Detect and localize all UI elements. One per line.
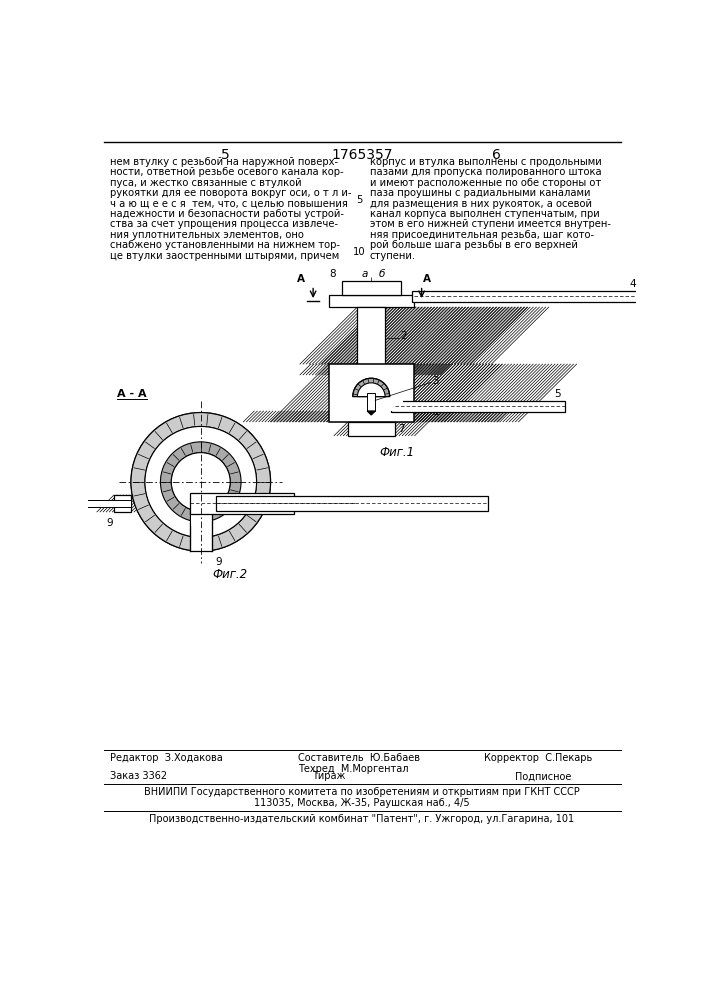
Text: няя присоединительная резьба, шаг кото-: няя присоединительная резьба, шаг кото- [370, 230, 594, 240]
Text: рой больше шага резьбы в его верхней: рой больше шага резьбы в его верхней [370, 240, 578, 250]
Text: 5: 5 [356, 195, 363, 205]
Text: А: А [298, 274, 305, 284]
Text: канал корпуса выполнен ступенчатым, при: канал корпуса выполнен ступенчатым, при [370, 209, 600, 219]
Text: пуса, и жестко связанные с втулкой: пуса, и жестко связанные с втулкой [110, 178, 302, 188]
Text: 4: 4 [629, 279, 636, 289]
Text: 10: 10 [354, 247, 366, 257]
Wedge shape [353, 378, 390, 397]
Text: 1: 1 [433, 407, 439, 417]
Text: ч а ю щ е е с я  тем, что, с целью повышения: ч а ю щ е е с я тем, что, с целью повыше… [110, 199, 348, 209]
Text: А - А: А - А [117, 389, 146, 399]
Text: 113035, Москва, Ж-35, Раушская наб., 4/5: 113035, Москва, Ж-35, Раушская наб., 4/5 [254, 798, 469, 808]
Text: ступени.: ступени. [370, 251, 416, 261]
Text: ВНИИПИ Государственного комитета по изобретениям и открытиям при ГКНТ СССР: ВНИИПИ Государственного комитета по изоб… [144, 787, 580, 797]
Text: 9: 9 [107, 518, 113, 528]
Text: 3: 3 [433, 376, 439, 386]
Text: паза проушины с радиальными каналами: паза проушины с радиальными каналами [370, 188, 590, 198]
Bar [114, 495, 131, 512]
Text: Производственно-издательский комбинат "Патент", г. Ужгород, ул.Гагарина, 101: Производственно-издательский комбинат "П… [149, 814, 575, 824]
Text: 8: 8 [252, 473, 259, 483]
Bar [339, 375, 403, 411]
Text: це втулки заостренными штырями, причем: це втулки заостренными штырями, причем [110, 251, 339, 261]
Text: ства за счет упрощения процесса извлече-: ства за счет упрощения процесса извлече- [110, 219, 338, 229]
Text: Фиг.2: Фиг.2 [212, 568, 247, 581]
Text: и имеют расположенные по обе стороны от: и имеют расположенные по обе стороны от [370, 178, 601, 188]
Bar [329, 295, 414, 307]
Text: Составитель  Ю.Бабаев: Составитель Ю.Бабаев [298, 753, 420, 763]
Circle shape [145, 426, 257, 537]
Bar [341, 281, 401, 295]
Bar [67, 500, 131, 507]
Text: Техред  М.Моргентал: Техред М.Моргентал [298, 764, 408, 774]
Text: надежности и безопасности работы устрой-: надежности и безопасности работы устрой- [110, 209, 344, 219]
Bar [412, 291, 637, 302]
Text: 2: 2 [401, 331, 407, 341]
Text: для размещения в них рукояток, а осевой: для размещения в них рукояток, а осевой [370, 199, 592, 209]
Polygon shape [368, 411, 375, 415]
Text: 7: 7 [398, 424, 405, 434]
Text: пазами для пропуска полированного штока: пазами для пропуска полированного штока [370, 167, 602, 177]
Text: снабжено установленными на нижнем тор-: снабжено установленными на нижнем тор- [110, 240, 340, 250]
Text: ния уплотнительных элементов, оно: ния уплотнительных элементов, оно [110, 230, 304, 240]
Bar [368, 393, 375, 411]
Bar [391, 401, 565, 412]
Bar [190, 478, 211, 555]
Text: 9: 9 [216, 557, 222, 567]
Bar [357, 307, 385, 364]
Text: Подписное: Подписное [515, 771, 571, 781]
Text: Фиг.1: Фиг.1 [379, 446, 414, 459]
Text: этом в его нижней ступени имеется внутрен-: этом в его нижней ступени имеется внутре… [370, 219, 611, 229]
Text: корпус и втулка выполнены с продольными: корпус и втулка выполнены с продольными [370, 157, 602, 167]
Bar [329, 364, 414, 422]
Text: 1765357: 1765357 [331, 148, 392, 162]
Text: б: б [379, 269, 385, 279]
Wedge shape [358, 383, 385, 397]
Circle shape [171, 453, 230, 511]
Text: 8: 8 [329, 269, 336, 279]
Bar [348, 422, 395, 436]
Text: ности, ответной резьбе осевого канала кор-: ности, ответной резьбе осевого канала ко… [110, 167, 344, 177]
Text: нем втулку с резьбой на наружной поверх-: нем втулку с резьбой на наружной поверх- [110, 157, 338, 167]
Text: 6: 6 [492, 148, 501, 162]
Text: Корректор  С.Пекарь: Корректор С.Пекарь [484, 753, 592, 763]
Bar [190, 493, 293, 514]
Text: 5: 5 [221, 148, 230, 162]
Text: Заказ 3362: Заказ 3362 [110, 771, 167, 781]
Text: А: А [423, 274, 431, 284]
Text: а: а [362, 269, 368, 279]
Text: 5: 5 [554, 389, 561, 399]
Bar [216, 496, 488, 511]
Text: Редактор  З.Ходакова: Редактор З.Ходакова [110, 753, 223, 763]
Text: Тираж: Тираж [312, 771, 345, 781]
Circle shape [131, 413, 271, 551]
Text: рукоятки для ее поворота вокруг оси, о т л и-: рукоятки для ее поворота вокруг оси, о т… [110, 188, 351, 198]
Bar [191, 511, 211, 526]
